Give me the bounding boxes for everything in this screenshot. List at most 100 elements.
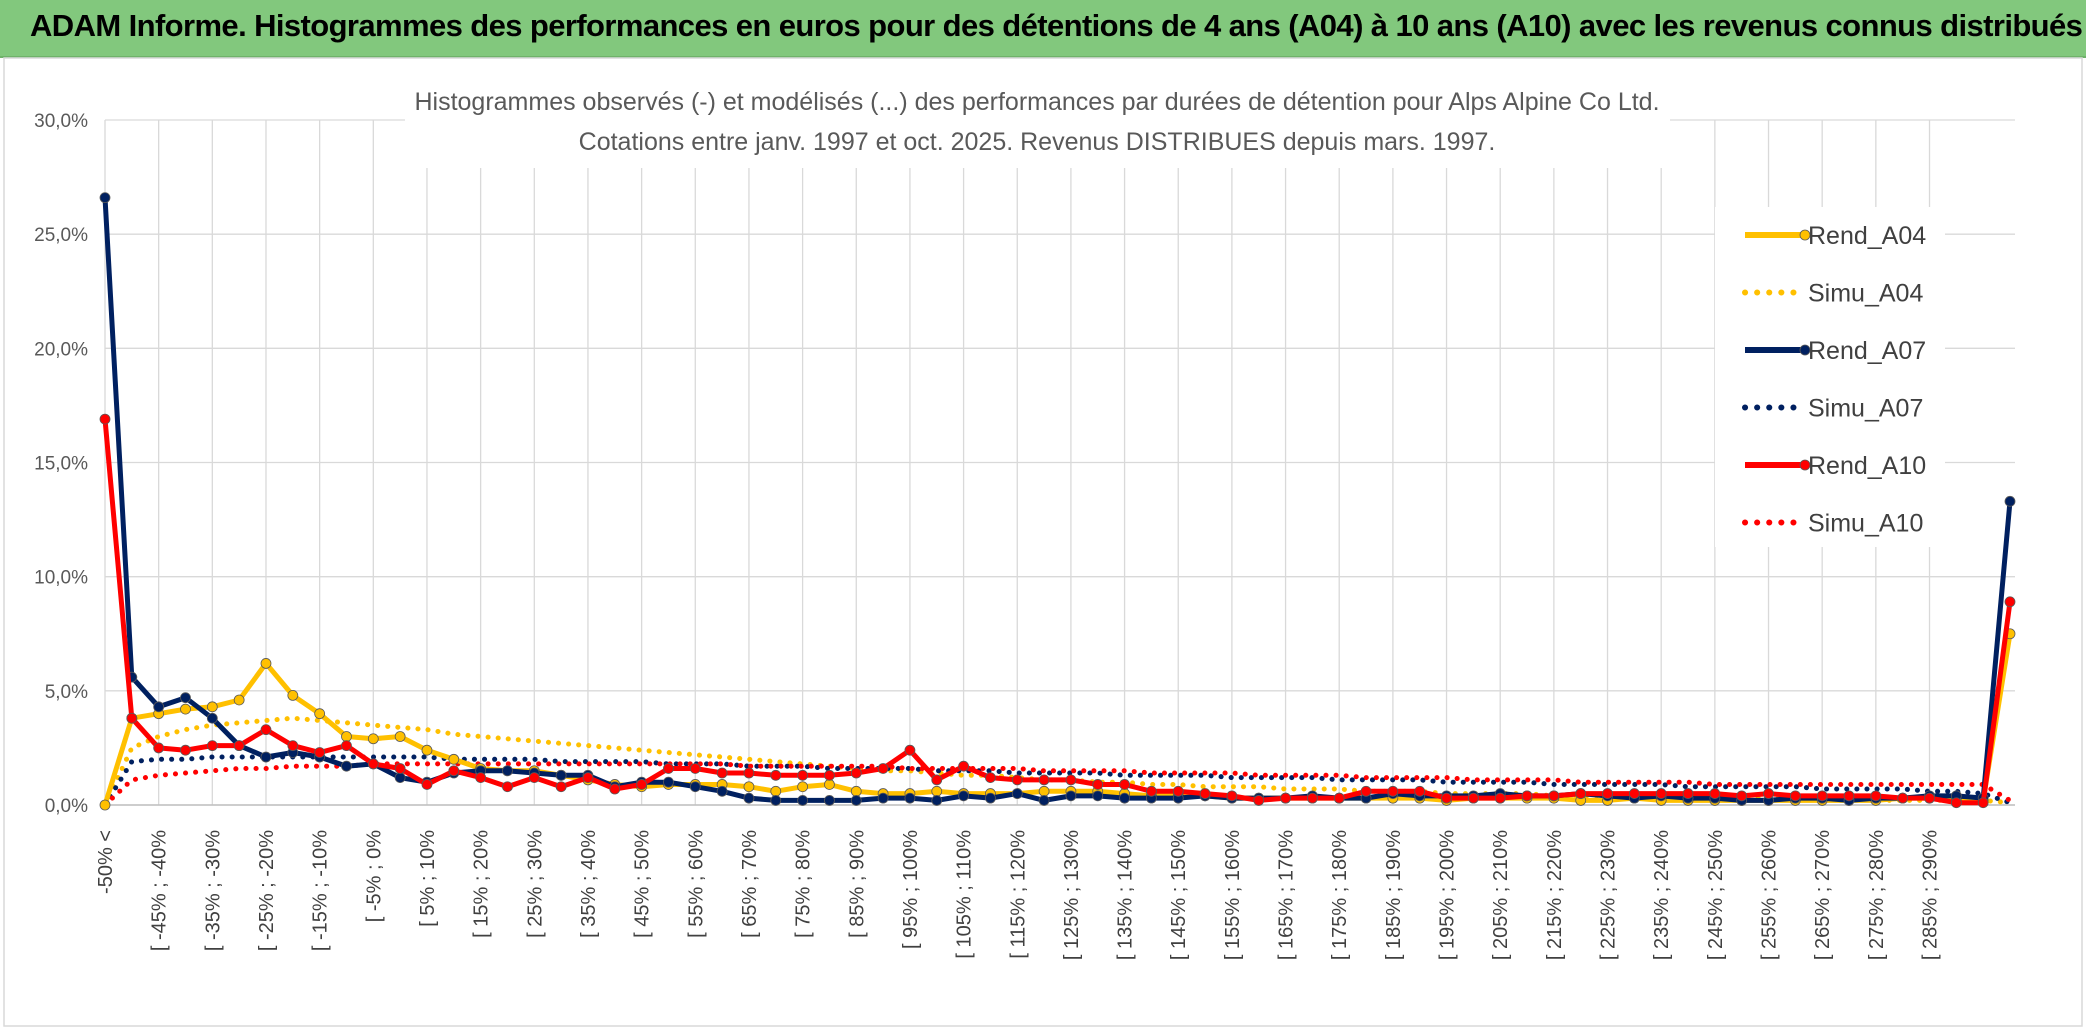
x-tick-label: [ 35% ; 40% — [578, 830, 600, 938]
data-point-rend-a10 — [1709, 788, 1721, 799]
data-point-rend-a04 — [824, 779, 835, 790]
x-tick-label: [ 195% ; 200% — [1437, 830, 1459, 960]
data-point-rend-a07 — [260, 751, 272, 763]
x-tick-label: [ -35% ; -30% — [202, 830, 224, 951]
data-point-rend-a10 — [743, 767, 755, 779]
data-point-rend-a07 — [824, 795, 835, 806]
data-point-rend-a10 — [1924, 792, 1935, 804]
data-point-rend-a10 — [689, 763, 701, 774]
data-point-rend-a07 — [985, 792, 996, 804]
x-tick-label: [ 115% ; 120% — [1007, 830, 1029, 959]
data-point-rend-a10 — [206, 740, 218, 752]
x-tick-label: [ 225% ; 230% — [1598, 830, 1620, 960]
legend-marker-rend-a07 — [1799, 344, 1811, 356]
data-point-rend-a10 — [609, 783, 621, 795]
data-point-rend-a07 — [206, 712, 218, 724]
data-point-rend-a04 — [180, 703, 191, 715]
data-point-rend-a10 — [636, 779, 648, 790]
legend-label-rend-a10: Rend_A10 — [1808, 452, 1926, 480]
x-tick-label: [ 165% ; 170% — [1276, 830, 1298, 960]
legend-label-rend-a04: Rend_A04 — [1808, 222, 1926, 250]
data-point-rend-a04 — [850, 785, 862, 797]
data-point-rend-a10 — [824, 769, 835, 781]
data-point-rend-a10 — [716, 767, 728, 779]
data-point-rend-a10 — [1816, 790, 1828, 802]
data-point-rend-a04 — [931, 785, 943, 797]
data-point-rend-a04 — [770, 785, 782, 797]
banner-title: ADAM Informe. Histogrammes des performan… — [30, 8, 2083, 43]
legend-label-simu-a04: Simu_A04 — [1808, 280, 1923, 308]
data-point-rend-a10 — [502, 781, 513, 793]
data-point-rend-a10 — [1441, 792, 1452, 804]
data-point-rend-a10 — [448, 765, 460, 777]
y-tick-label: 20,0% — [34, 339, 88, 360]
x-tick-label: [ 45% ; 50% — [632, 830, 654, 938]
chart-area-border — [3, 57, 2083, 1027]
data-point-rend-a10 — [1306, 792, 1318, 804]
legend-background — [1715, 207, 1945, 547]
x-tick-label: [ 275% ; 280% — [1866, 830, 1888, 960]
x-tick-label: [ -15% ; -10% — [310, 830, 332, 951]
data-point-rend-a10 — [1467, 792, 1479, 804]
data-point-rend-a10 — [663, 763, 674, 774]
data-point-rend-a10 — [1119, 779, 1130, 790]
series-line-simu-a07 — [102, 754, 2013, 808]
data-point-rend-a04 — [367, 733, 379, 745]
x-tick-label: [ 55% ; 60% — [685, 830, 707, 938]
data-point-rend-a04 — [421, 744, 433, 756]
data-point-rend-a10 — [1521, 790, 1533, 802]
data-point-rend-a10 — [1682, 788, 1694, 799]
data-point-rend-a10 — [1199, 788, 1211, 799]
data-point-rend-a10 — [1950, 797, 1962, 809]
x-tick-label: [ 285% ; 290% — [1920, 830, 1942, 960]
data-point-rend-a10 — [287, 740, 299, 752]
data-point-rend-a04 — [797, 781, 809, 793]
data-point-rend-a04 — [206, 701, 218, 713]
x-tick-label: [ 255% ; 260% — [1759, 830, 1781, 960]
data-point-rend-a04 — [448, 753, 460, 765]
data-point-rend-a04 — [314, 708, 326, 720]
data-point-rend-a07 — [153, 701, 165, 713]
data-point-rend-a10 — [341, 740, 352, 752]
data-point-rend-a10 — [1602, 788, 1613, 799]
legend-marker-rend-a10 — [1799, 459, 1811, 471]
data-point-rend-a07 — [743, 792, 755, 804]
x-tick-label: [ 205% ; 210% — [1490, 830, 1512, 960]
data-point-rend-a10 — [2004, 596, 2016, 608]
x-tick-label: [ 125% ; 130% — [1061, 830, 1083, 960]
data-point-rend-a10 — [1253, 795, 1265, 806]
data-point-rend-a10 — [1575, 788, 1587, 799]
data-point-rend-a04 — [260, 658, 272, 669]
data-point-rend-a04 — [743, 781, 755, 793]
x-tick-label: [ 135% ; 140% — [1115, 830, 1137, 960]
data-point-rend-a07 — [502, 765, 513, 777]
data-point-rend-a10 — [1628, 788, 1640, 799]
data-point-rend-a04 — [341, 731, 352, 742]
data-point-rend-a07 — [1011, 788, 1023, 799]
data-point-rend-a10 — [126, 712, 138, 724]
data-point-rend-a07 — [797, 795, 809, 806]
data-point-rend-a10 — [1977, 797, 1989, 809]
data-point-rend-a10 — [770, 769, 782, 781]
x-tick-label: [ 215% ; 220% — [1544, 830, 1566, 960]
data-point-rend-a07 — [1092, 790, 1104, 802]
x-tick-label: -50% < — [95, 830, 117, 894]
y-tick-label: 0,0% — [45, 796, 88, 817]
data-point-rend-a10 — [1011, 774, 1023, 786]
data-point-rend-a10 — [153, 742, 165, 754]
data-point-rend-a10 — [1146, 785, 1157, 797]
x-tick-label: [ 15% ; 20% — [471, 830, 493, 938]
y-tick-label: 25,0% — [34, 225, 88, 246]
data-point-rend-a10 — [1092, 779, 1104, 790]
x-tick-label: [ 145% ; 150% — [1168, 830, 1190, 960]
x-tick-label: [ 5% ; 10% — [417, 830, 439, 927]
data-point-rend-a10 — [877, 763, 889, 774]
legend-label-simu-a10: Simu_A10 — [1808, 510, 1923, 538]
data-point-rend-a07 — [689, 781, 701, 793]
data-point-rend-a10 — [555, 781, 567, 793]
data-point-rend-a04 — [1038, 785, 1050, 797]
data-point-rend-a07 — [770, 795, 782, 806]
data-point-rend-a10 — [1548, 790, 1560, 802]
data-point-rend-a07 — [931, 795, 943, 806]
data-point-rend-a10 — [1360, 785, 1372, 797]
